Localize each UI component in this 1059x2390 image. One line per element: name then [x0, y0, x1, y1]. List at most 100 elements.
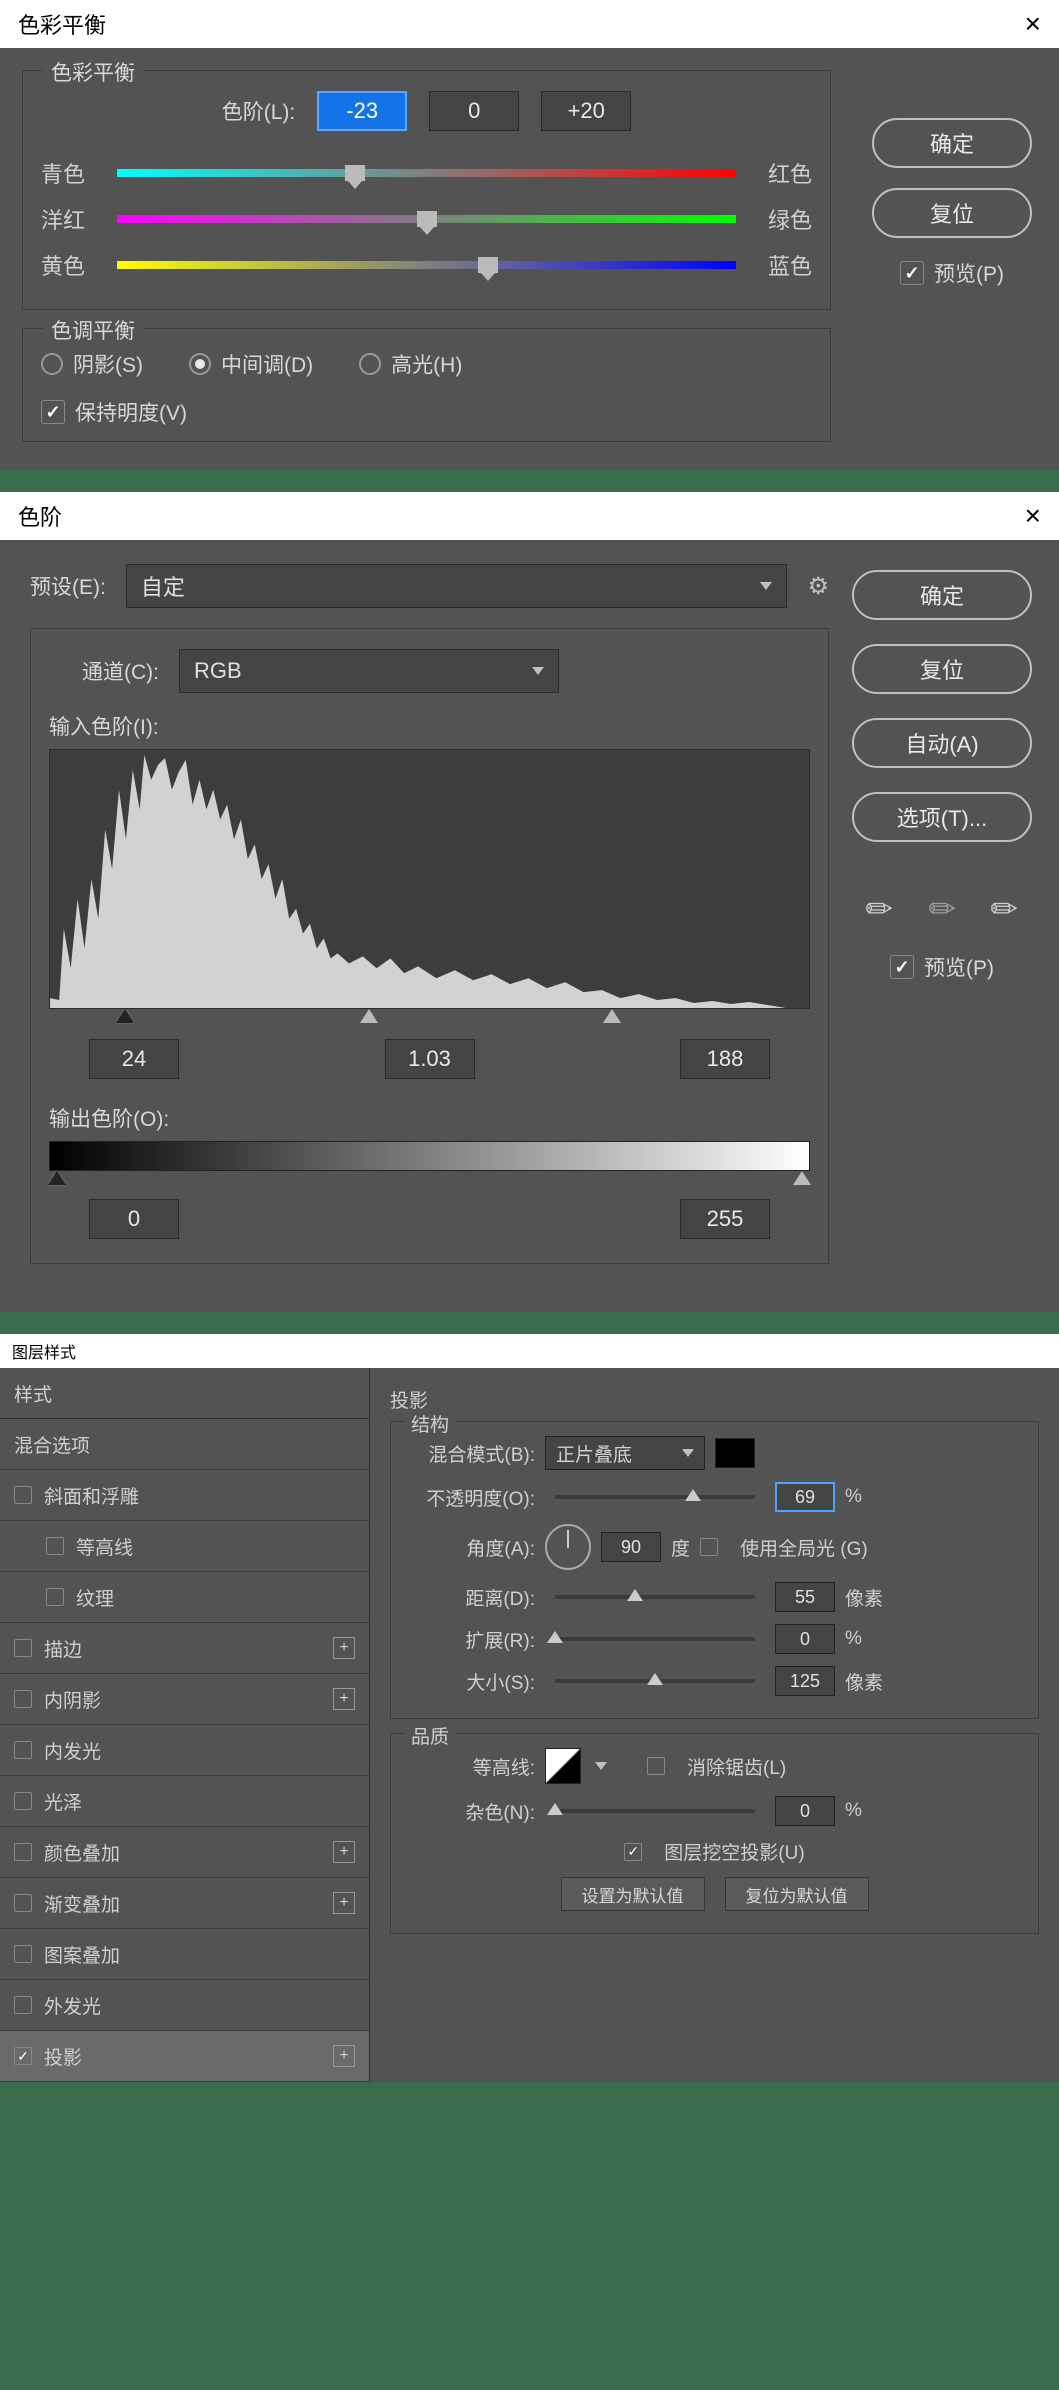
distance-slider[interactable] [555, 1595, 755, 1599]
tone-balance-group: 色调平衡 阴影(S) 中间调(D) 高光(H) 保持明度(V) [22, 328, 831, 442]
output-white-input[interactable] [680, 1199, 770, 1239]
effect-row[interactable]: 光泽 [0, 1776, 369, 1827]
size-slider[interactable] [555, 1679, 755, 1683]
black-point-knob[interactable] [116, 1009, 134, 1023]
checkbox-icon[interactable] [14, 1792, 32, 1810]
titlebar[interactable]: 图层样式 [0, 1334, 1059, 1368]
ok-button[interactable]: 确定 [872, 118, 1032, 168]
color-swatch[interactable] [715, 1438, 755, 1468]
slider-knob[interactable] [547, 1631, 563, 1643]
add-icon[interactable]: + [333, 1841, 355, 1863]
checkbox-icon[interactable] [14, 1894, 32, 1912]
input-white-input[interactable] [680, 1039, 770, 1079]
cyan-red-slider[interactable] [117, 169, 736, 177]
ok-button[interactable]: 确定 [852, 570, 1032, 620]
checkbox-icon[interactable] [14, 1639, 32, 1657]
slider-knob[interactable] [478, 257, 498, 273]
output-white-knob[interactable] [793, 1171, 811, 1185]
color-balance-dialog: 色彩平衡 × 确定 复位 预览(P) 色彩平衡 色阶(L): 青色 [0, 0, 1059, 470]
antialias-checkbox[interactable] [647, 1757, 665, 1775]
auto-button[interactable]: 自动(A) [852, 718, 1032, 768]
checkbox-icon[interactable] [14, 1843, 32, 1861]
midtones-radio[interactable]: 中间调(D) [189, 349, 313, 379]
checkbox-icon[interactable] [14, 1741, 32, 1759]
noise-slider[interactable] [555, 1809, 755, 1813]
angle-dial[interactable] [545, 1524, 591, 1570]
slider-knob[interactable] [647, 1673, 663, 1685]
level-magenta-green-input[interactable] [429, 91, 519, 131]
blending-options-row[interactable]: 混合选项 [0, 1419, 369, 1470]
add-icon[interactable]: + [333, 1892, 355, 1914]
titlebar[interactable]: 色彩平衡 × [0, 0, 1059, 48]
preserve-luminosity-checkbox[interactable]: 保持明度(V) [41, 397, 812, 427]
white-point-knob[interactable] [603, 1009, 621, 1023]
make-default-button[interactable]: 设置为默认值 [561, 1877, 705, 1911]
distance-input[interactable]: 55 [775, 1582, 835, 1612]
effect-row[interactable]: 渐变叠加+ [0, 1878, 369, 1929]
level-cyan-red-input[interactable] [317, 91, 407, 131]
reset-default-button[interactable]: 复位为默认值 [725, 1877, 869, 1911]
slider-knob[interactable] [345, 165, 365, 181]
global-light-checkbox[interactable] [700, 1538, 718, 1556]
preset-select[interactable]: 自定 [126, 564, 788, 608]
eyedropper-white-icon[interactable]: ✎ [982, 886, 1028, 932]
effect-row[interactable]: 描边+ [0, 1623, 369, 1674]
angle-input[interactable]: 90 [601, 1532, 661, 1562]
checkbox-icon[interactable] [46, 1588, 64, 1606]
titlebar[interactable]: 色阶 × [0, 492, 1059, 540]
slider-knob[interactable] [627, 1589, 643, 1601]
contour-swatch[interactable] [545, 1748, 581, 1784]
slider-knob[interactable] [417, 211, 437, 227]
slider-knob[interactable] [685, 1489, 701, 1501]
effect-row[interactable]: 内发光 [0, 1725, 369, 1776]
size-input[interactable]: 125 [775, 1666, 835, 1696]
reset-button[interactable]: 复位 [872, 188, 1032, 238]
highlights-radio[interactable]: 高光(H) [359, 349, 462, 379]
add-icon[interactable]: + [333, 1637, 355, 1659]
effect-row[interactable]: 投影+ [0, 2031, 369, 2082]
effect-row[interactable]: 颜色叠加+ [0, 1827, 369, 1878]
chevron-down-icon[interactable] [595, 1762, 607, 1770]
spread-input[interactable]: 0 [775, 1624, 835, 1654]
add-icon[interactable]: + [333, 2045, 355, 2067]
preview-checkbox[interactable]: 预览(P) [890, 952, 994, 982]
effect-row[interactable]: 外发光 [0, 1980, 369, 2031]
close-icon[interactable]: × [1025, 8, 1041, 40]
reset-button[interactable]: 复位 [852, 644, 1032, 694]
input-gamma-input[interactable] [385, 1039, 475, 1079]
effect-row[interactable]: 纹理 [0, 1572, 369, 1623]
knockout-checkbox[interactable] [624, 1843, 642, 1861]
close-icon[interactable]: × [1025, 500, 1041, 532]
checkbox-icon[interactable] [14, 1486, 32, 1504]
level-yellow-blue-input[interactable] [541, 91, 631, 131]
output-black-input[interactable] [89, 1199, 179, 1239]
add-icon[interactable]: + [333, 1688, 355, 1710]
effect-row[interactable]: 内阴影+ [0, 1674, 369, 1725]
preview-checkbox[interactable]: 预览(P) [900, 258, 1004, 288]
opacity-slider[interactable] [555, 1495, 755, 1499]
magenta-green-slider[interactable] [117, 215, 736, 223]
gamma-knob[interactable] [360, 1009, 378, 1023]
effect-row[interactable]: 斜面和浮雕 [0, 1470, 369, 1521]
input-black-input[interactable] [89, 1039, 179, 1079]
checkbox-icon[interactable] [14, 1945, 32, 1963]
effect-row[interactable]: 等高线 [0, 1521, 369, 1572]
effect-row[interactable]: 图案叠加 [0, 1929, 369, 1980]
blend-mode-select[interactable]: 正片叠底 [545, 1436, 705, 1470]
checkbox-icon[interactable] [14, 2047, 32, 2065]
shadows-radio[interactable]: 阴影(S) [41, 349, 143, 379]
checkbox-icon[interactable] [14, 1996, 32, 2014]
checkbox-icon[interactable] [46, 1537, 64, 1555]
channel-select[interactable]: RGB [179, 649, 559, 693]
eyedropper-gray-icon[interactable]: ✎ [919, 886, 965, 932]
yellow-blue-slider[interactable] [117, 261, 736, 269]
eyedropper-black-icon[interactable]: ✎ [856, 886, 902, 932]
noise-input[interactable]: 0 [775, 1796, 835, 1826]
output-black-knob[interactable] [48, 1171, 66, 1185]
slider-knob[interactable] [547, 1803, 563, 1815]
options-button[interactable]: 选项(T)... [852, 792, 1032, 842]
checkbox-icon[interactable] [14, 1690, 32, 1708]
opacity-input[interactable]: 69 [775, 1482, 835, 1512]
gear-icon[interactable]: ⚙ [807, 572, 829, 601]
spread-slider[interactable] [555, 1637, 755, 1641]
